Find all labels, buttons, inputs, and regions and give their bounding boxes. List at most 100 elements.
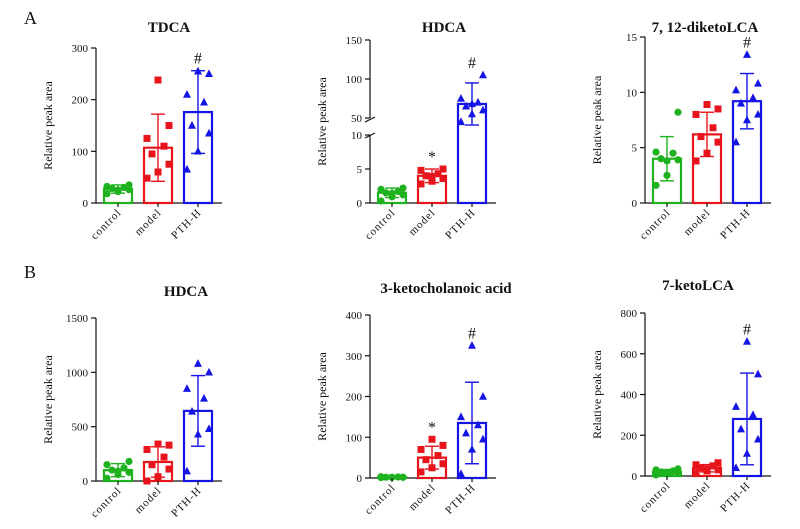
axis-break-mark: [364, 116, 376, 123]
data-point: [399, 473, 407, 481]
data-point: [165, 160, 173, 168]
data-point: [103, 474, 111, 482]
data-point: [143, 445, 151, 453]
y-tick-label: 10: [351, 130, 363, 142]
data-point: [657, 155, 665, 163]
data-point: [205, 424, 213, 433]
data-point: [692, 110, 700, 118]
y-tick-label: 400: [346, 310, 363, 322]
data-point: [120, 464, 128, 472]
data-point: [652, 466, 660, 474]
data-point: [754, 78, 762, 87]
data-point: [194, 146, 202, 155]
data-point: [743, 449, 751, 457]
data-point: [434, 170, 442, 178]
y-tick-label: 600: [621, 349, 638, 361]
y-tick-label: 1500: [66, 313, 89, 325]
y-tick-label: 0: [632, 471, 638, 483]
data-point: [428, 172, 436, 180]
data-point: [428, 435, 436, 443]
y-tick-label: 50: [351, 113, 363, 125]
y-tick-label: 800: [621, 308, 638, 320]
data-point: [439, 175, 447, 183]
y-tick-label: 100: [346, 74, 363, 86]
data-point: [692, 461, 700, 469]
y-tick-label: 1000: [66, 367, 89, 379]
data-point: [714, 138, 722, 146]
data-point: [205, 128, 213, 137]
data-point: [434, 452, 442, 460]
data-point: [732, 402, 740, 410]
data-point: [457, 117, 465, 126]
chart-1: TDCA 0 100 200 300 Relative peak area control m…: [41, 20, 222, 242]
x-category-label: control: [89, 207, 124, 242]
data-point: [474, 97, 482, 106]
data-point: [422, 456, 430, 464]
data-point: [754, 369, 762, 378]
data-point: [125, 457, 133, 466]
x-category-label: model: [407, 482, 438, 513]
x-category-label: PTH-H: [443, 207, 478, 242]
y-tick-label: 200: [72, 95, 89, 107]
y-axis-label: Relative peak area: [41, 355, 55, 444]
data-point: [103, 182, 111, 191]
data-point: [143, 134, 151, 142]
data-point: [462, 101, 470, 110]
data-point: [388, 189, 396, 198]
x-category-label: PTH-H: [718, 480, 753, 515]
chart-3: 7, 12-diketoLCA 0 5 10 15 Relative peak area c…: [590, 20, 771, 242]
y-axis-label: Relative peak area: [315, 352, 329, 441]
data-point: [194, 66, 202, 75]
data-point: [457, 94, 465, 102]
x-category-label: PTH-H: [718, 207, 753, 242]
chart-title: 3-ketocholanoic acid: [380, 281, 512, 297]
y-tick-label: 0: [632, 198, 638, 210]
data-point: [479, 70, 487, 79]
data-point: [652, 148, 660, 156]
data-point: [709, 462, 717, 470]
data-point: [114, 186, 122, 194]
data-point: [709, 124, 717, 132]
significance-mark: #: [743, 35, 751, 52]
data-point: [743, 50, 751, 58]
data-point: [703, 101, 711, 109]
data-point: [183, 90, 191, 98]
chart-title: 7, 12-diketoLCA: [652, 20, 759, 36]
data-point: [663, 468, 671, 476]
y-tick-label: 0: [357, 473, 363, 485]
x-category-label: control: [363, 482, 398, 517]
data-point: [143, 174, 151, 182]
x-category-label: control: [638, 207, 673, 242]
y-axis-label: Relative peak area: [315, 77, 329, 166]
data-point: [439, 165, 447, 173]
data-point: [692, 157, 700, 165]
data-point: [160, 453, 168, 461]
significance-mark: #: [468, 326, 476, 343]
x-category-label: PTH-H: [443, 482, 478, 517]
y-tick-label: 200: [621, 430, 638, 442]
data-point: [148, 150, 156, 158]
data-point: [732, 85, 740, 94]
data-point: [188, 121, 196, 129]
x-category-label: PTH-H: [169, 485, 204, 520]
y-tick-label: 300: [346, 351, 363, 363]
y-axis-label: Relative peak area: [590, 350, 604, 439]
data-point: [154, 440, 162, 448]
chart-6: 7-ketoLCA 0 200 400 600 800 Relative peak area…: [590, 278, 771, 515]
y-tick-label: 100: [346, 432, 363, 444]
x-category-label: control: [638, 480, 673, 515]
chart-title: 7-ketoLCA: [662, 278, 734, 294]
data-point: [428, 464, 436, 472]
data-point: [743, 115, 751, 124]
data-point: [674, 108, 682, 116]
chart-title: TDCA: [148, 20, 191, 36]
data-point: [428, 177, 436, 185]
data-point: [462, 428, 470, 437]
data-point: [154, 168, 162, 176]
data-point: [160, 142, 168, 150]
data-point: [479, 105, 487, 114]
chart-title: HDCA: [422, 20, 466, 36]
data-point: [674, 156, 682, 164]
data-point: [422, 172, 430, 180]
y-tick-label: 0: [83, 198, 89, 210]
